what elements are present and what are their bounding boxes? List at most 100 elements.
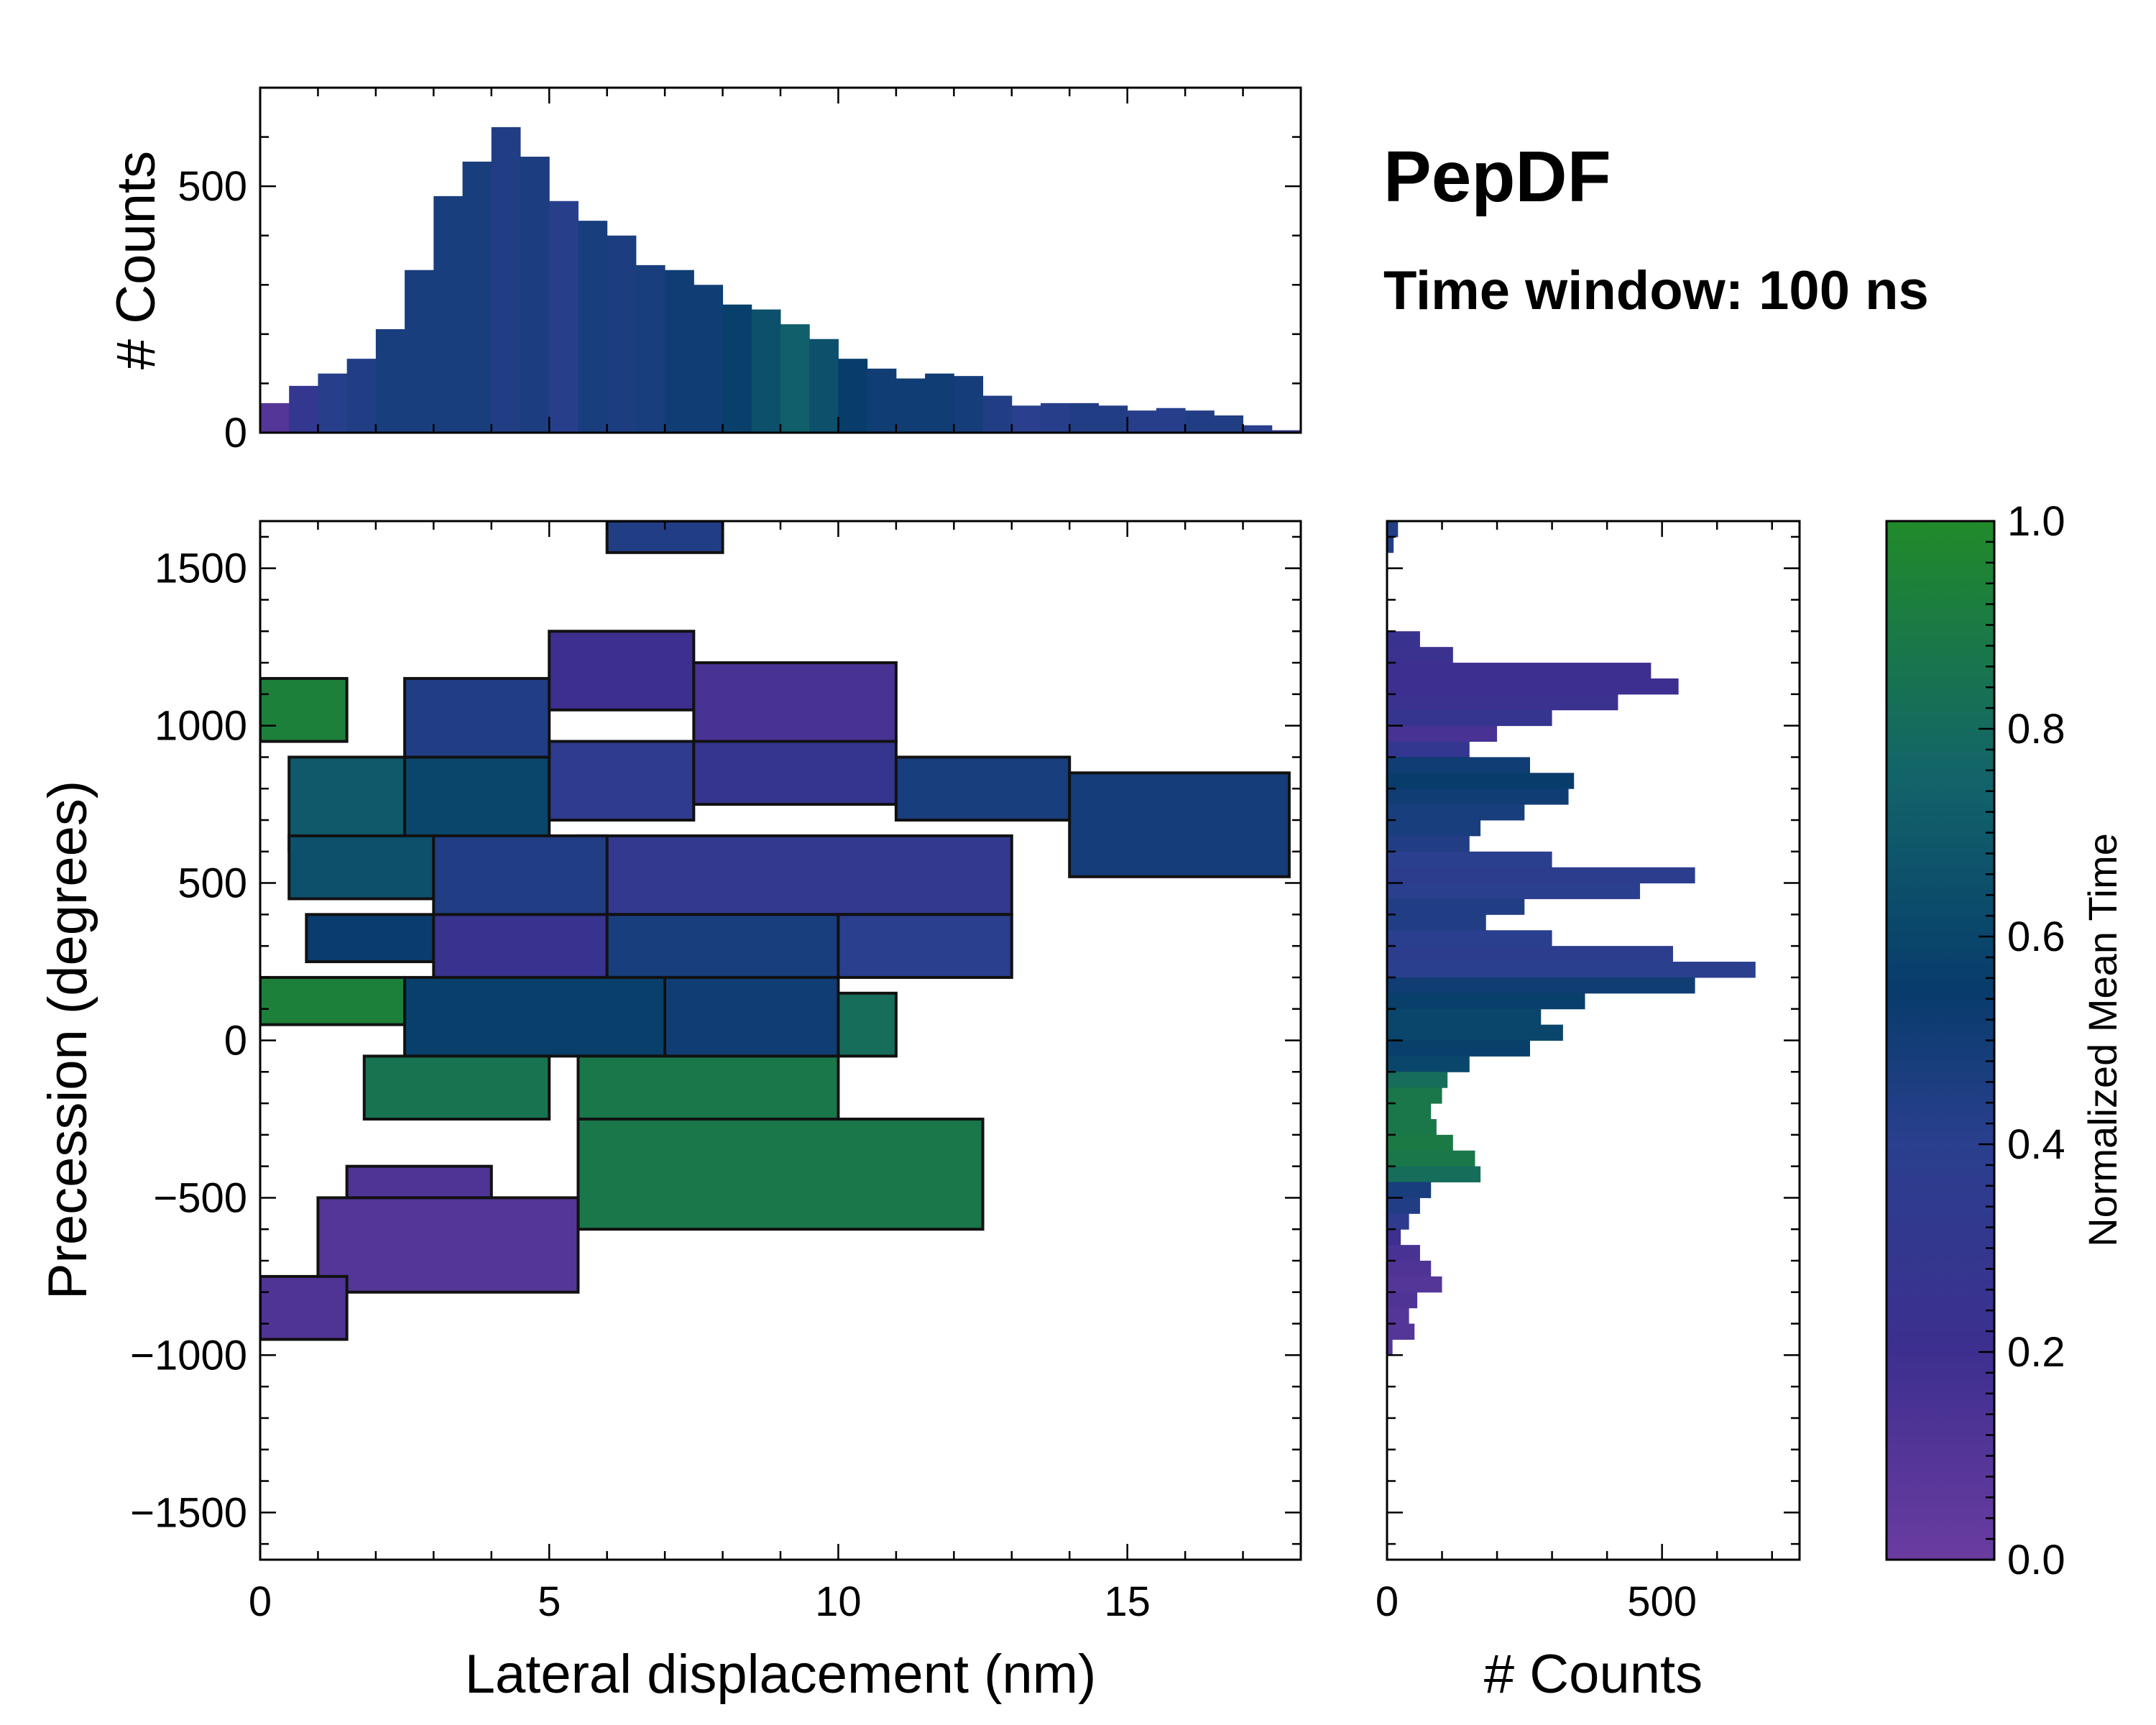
right-histogram-bar [1387, 1261, 1432, 1277]
top-histogram-bar [318, 373, 348, 433]
top-histogram-bar [1041, 402, 1070, 433]
right-histogram-bar [1387, 819, 1481, 837]
heatmap-region-6 [692, 661, 898, 743]
right-histogram-bar [1387, 914, 1486, 931]
top-histogram-bar [1156, 408, 1186, 433]
right-histogram-bar [1387, 962, 1756, 978]
top-histogram-bar [260, 402, 290, 433]
main-xlabel: Lateral displacement (nm) [465, 1644, 1097, 1705]
heatmap-region-11 [287, 834, 436, 901]
top-histogram-bar [462, 161, 492, 433]
right-histogram-bar [1387, 851, 1552, 868]
top-histogram-bar [751, 309, 781, 433]
colorbar-tick-label: 0.4 [2007, 1121, 2065, 1168]
heatmap-region-23 [576, 1117, 985, 1231]
top-histogram-bar [1271, 430, 1302, 433]
right-histogram-bar [1387, 946, 1673, 962]
right-histogram-bar [1387, 788, 1569, 805]
top-histogram-bar [405, 270, 434, 433]
top-histogram-bar [895, 378, 926, 433]
colorbar-gradient [1885, 520, 1996, 1561]
right-histogram-bar [1387, 709, 1552, 727]
right-histogram-bar [1387, 663, 1651, 679]
heatmap-region-3 [548, 740, 696, 822]
right-histogram-bar [1387, 1008, 1542, 1026]
heatmap-region-16 [837, 913, 1013, 979]
right-histogram-bar [1387, 1166, 1481, 1183]
right-histogram-bar [1387, 1323, 1415, 1340]
right-histogram-bar [1387, 1245, 1420, 1261]
colorbar-tick-label: 0.2 [2007, 1329, 2065, 1376]
main-heatmap-ticks: 0 5 10 15 −1500 −1000 −500 0 500 1000 1500 [130, 521, 1302, 1625]
right-histogram-bar [1387, 1103, 1432, 1120]
right-histogram-bars [1387, 521, 1756, 1356]
top-histogram-bar [694, 285, 724, 433]
colorbar-tick-label: 1.0 [2007, 498, 2065, 545]
heatmap-region-4 [403, 676, 551, 759]
chart-title: PepDF [1383, 137, 1611, 217]
right-histogram-bar [1387, 1292, 1418, 1309]
top-histogram-bar [520, 157, 550, 433]
heatmap-region-9 [1068, 771, 1291, 878]
top-histogram-bar [433, 196, 464, 433]
right-x-tick-label: 500 [1627, 1578, 1697, 1625]
top-histogram-bar [635, 264, 665, 433]
top-histogram-bars [260, 126, 1302, 433]
top-histogram-bar [838, 359, 868, 433]
heatmap-region-13 [305, 913, 436, 964]
top-histogram-bar [665, 270, 694, 433]
top-histogram-bar [289, 385, 318, 433]
y-tick-label: 500 [178, 860, 247, 907]
heatmap-region-10 [576, 834, 1013, 916]
right-histogram-bar [1387, 1056, 1470, 1072]
heatmap-region-18 [403, 975, 667, 1058]
heatmap-region-0 [260, 676, 349, 743]
top-histogram-bar [1011, 405, 1041, 433]
top-histogram-bar [1243, 425, 1273, 433]
top-histogram-bar [346, 359, 377, 433]
top-histogram-bar [1185, 410, 1215, 433]
colorbar-tick-label: 0.0 [2007, 1537, 2065, 1583]
right-histogram-bar [1387, 1213, 1409, 1230]
right-histogram-bar [1387, 1339, 1393, 1356]
right-histogram-bar [1387, 898, 1525, 915]
heatmap-region-22 [576, 1054, 840, 1121]
top-histogram-bar [1214, 415, 1244, 433]
right-histogram-bar [1387, 521, 1399, 538]
right-histogram-bar [1387, 1307, 1409, 1325]
right-histogram-bar [1387, 1182, 1432, 1198]
right-histogram-bar [1387, 647, 1453, 663]
heatmap-region-21 [362, 1054, 551, 1121]
heatmap-region-19 [663, 975, 840, 1058]
right-histogram-bar [1387, 773, 1575, 789]
right-histogram-xlabel: # Counts [1484, 1644, 1703, 1705]
right-histogram-bar [1387, 725, 1498, 742]
top-histogram: 0 500 # Counts [106, 86, 1302, 456]
right-histogram-bar [1387, 741, 1470, 758]
colorbar-tick-label: 0.6 [2007, 914, 2065, 960]
right-histogram-bar [1387, 835, 1470, 852]
right-histogram-bar [1387, 1197, 1420, 1214]
right-histogram-bar [1387, 1040, 1530, 1057]
right-histogram-bar [1387, 867, 1695, 884]
top-histogram-bar [1127, 410, 1157, 433]
y-tick-label: −1000 [130, 1332, 247, 1379]
x-tick-label: 15 [1104, 1578, 1151, 1625]
right-histogram-ticks: 0 500 [1376, 521, 1800, 1625]
right-histogram-bar [1387, 536, 1394, 553]
x-tick-label: 5 [538, 1578, 561, 1625]
heatmap-region-7 [692, 740, 898, 806]
right-histogram-bar [1387, 1072, 1448, 1088]
top-histogram-bar [1069, 402, 1099, 433]
right-histogram-bar [1387, 757, 1530, 773]
heatmap-region-8 [894, 755, 1072, 822]
right-histogram: 0 500 # Counts [1376, 520, 1801, 1705]
right-histogram-bar [1387, 1150, 1475, 1167]
x-tick-label: 0 [249, 1578, 272, 1625]
top-histogram-bar [549, 201, 579, 433]
colorbar: 0.0 0.2 0.4 0.6 0.8 1.0 Normalized Mean Time [1885, 498, 2125, 1583]
top-histogram-bar [780, 324, 810, 433]
heatmap-region-5 [548, 630, 696, 712]
x-tick-label: 10 [815, 1578, 862, 1625]
